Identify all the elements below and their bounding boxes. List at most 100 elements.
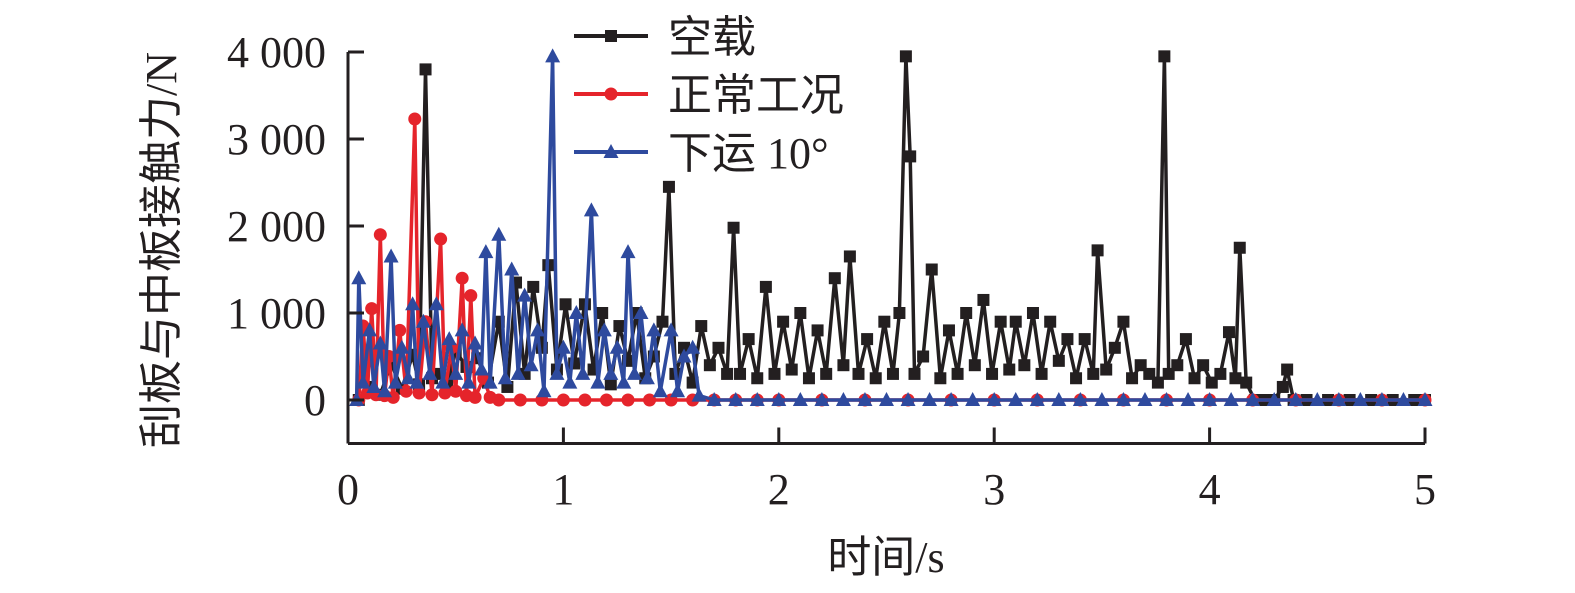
data-point <box>377 383 393 398</box>
data-point <box>1026 307 1039 319</box>
data-point <box>1061 333 1074 346</box>
data-point <box>646 322 662 337</box>
data-point <box>399 384 413 398</box>
data-point <box>1044 315 1057 328</box>
data-point <box>482 374 498 389</box>
data-point <box>1115 392 1131 406</box>
data-point <box>394 339 410 354</box>
data-point <box>449 384 463 398</box>
data-point <box>362 322 378 337</box>
data-point <box>814 392 830 406</box>
data-point <box>366 378 382 393</box>
data-point <box>899 50 912 63</box>
data-point <box>676 348 692 363</box>
data-point <box>1266 392 1282 406</box>
data-point <box>1137 392 1153 406</box>
data-point <box>835 392 851 406</box>
data-point <box>633 305 649 319</box>
data-point <box>792 392 808 406</box>
data-point <box>900 392 916 406</box>
data-point <box>670 383 686 398</box>
data-point <box>878 315 891 328</box>
legend-label: 下运 10° <box>668 129 829 178</box>
data-point <box>852 367 865 380</box>
data-point <box>513 393 527 407</box>
data-point <box>1352 392 1368 406</box>
data-point <box>734 367 747 380</box>
data-point <box>837 359 850 372</box>
data-point <box>604 378 617 391</box>
data-point <box>1179 333 1192 346</box>
series-line <box>354 54 1425 402</box>
data-point <box>1171 359 1184 372</box>
data-point <box>721 367 734 380</box>
data-point <box>1245 392 1261 406</box>
data-point <box>879 392 894 406</box>
data-point <box>492 393 506 407</box>
data-point <box>1374 392 1390 406</box>
data-point <box>751 372 764 385</box>
data-point <box>922 392 938 406</box>
series-layer <box>349 48 1433 407</box>
data-point <box>820 367 833 380</box>
data-point <box>712 341 725 354</box>
data-point <box>917 350 930 363</box>
data-point <box>454 322 470 337</box>
data-point <box>1188 372 1201 385</box>
data-point <box>478 244 494 259</box>
data-point <box>621 393 635 407</box>
data-point <box>994 315 1007 328</box>
data-point <box>448 365 464 380</box>
data-point <box>1051 392 1067 406</box>
data-point <box>1151 376 1164 389</box>
data-point <box>527 280 540 293</box>
data-point <box>387 374 403 389</box>
axes-layer: 0 1 2 3 4 5 0 1 000 2 000 3 000 4 000 <box>227 28 1436 514</box>
data-point <box>626 365 642 380</box>
data-point <box>428 296 444 311</box>
data-point <box>703 359 716 372</box>
data-point <box>365 302 379 316</box>
data-point <box>1229 372 1242 385</box>
data-point <box>1018 359 1031 372</box>
data-point <box>461 374 477 389</box>
data-point <box>491 226 507 241</box>
data-point <box>373 228 387 242</box>
legend-label: 空载 <box>668 13 756 62</box>
data-point <box>568 305 584 319</box>
data-point <box>405 296 421 311</box>
data-point <box>523 357 539 372</box>
data-point <box>1052 354 1065 367</box>
data-point <box>510 365 526 380</box>
data-point <box>1072 392 1088 406</box>
x-axis-title: 时间/s <box>827 533 944 582</box>
data-point <box>355 374 371 389</box>
data-point <box>643 393 657 407</box>
data-point <box>1108 341 1121 354</box>
data-point <box>1202 392 1218 406</box>
data-point <box>663 322 679 337</box>
data-point <box>691 387 707 402</box>
data-point <box>771 392 787 406</box>
data-point <box>616 374 632 389</box>
data-point <box>968 359 981 372</box>
data-point <box>652 383 668 398</box>
data-point <box>1417 392 1433 406</box>
data-point <box>408 112 422 126</box>
data-point <box>455 271 469 285</box>
data-point <box>434 232 448 246</box>
data-point <box>393 323 407 337</box>
series-1-group <box>352 50 1431 406</box>
data-point <box>1331 392 1347 406</box>
data-point <box>620 244 636 259</box>
x-tick-label: 0 <box>337 465 359 514</box>
data-point <box>464 289 478 303</box>
data-point <box>828 272 841 285</box>
data-point <box>759 280 772 293</box>
data-point <box>497 370 513 385</box>
data-point <box>609 339 625 354</box>
data-point <box>555 339 571 354</box>
data-point <box>986 392 1002 406</box>
data-point <box>415 313 431 328</box>
data-point <box>603 365 619 380</box>
